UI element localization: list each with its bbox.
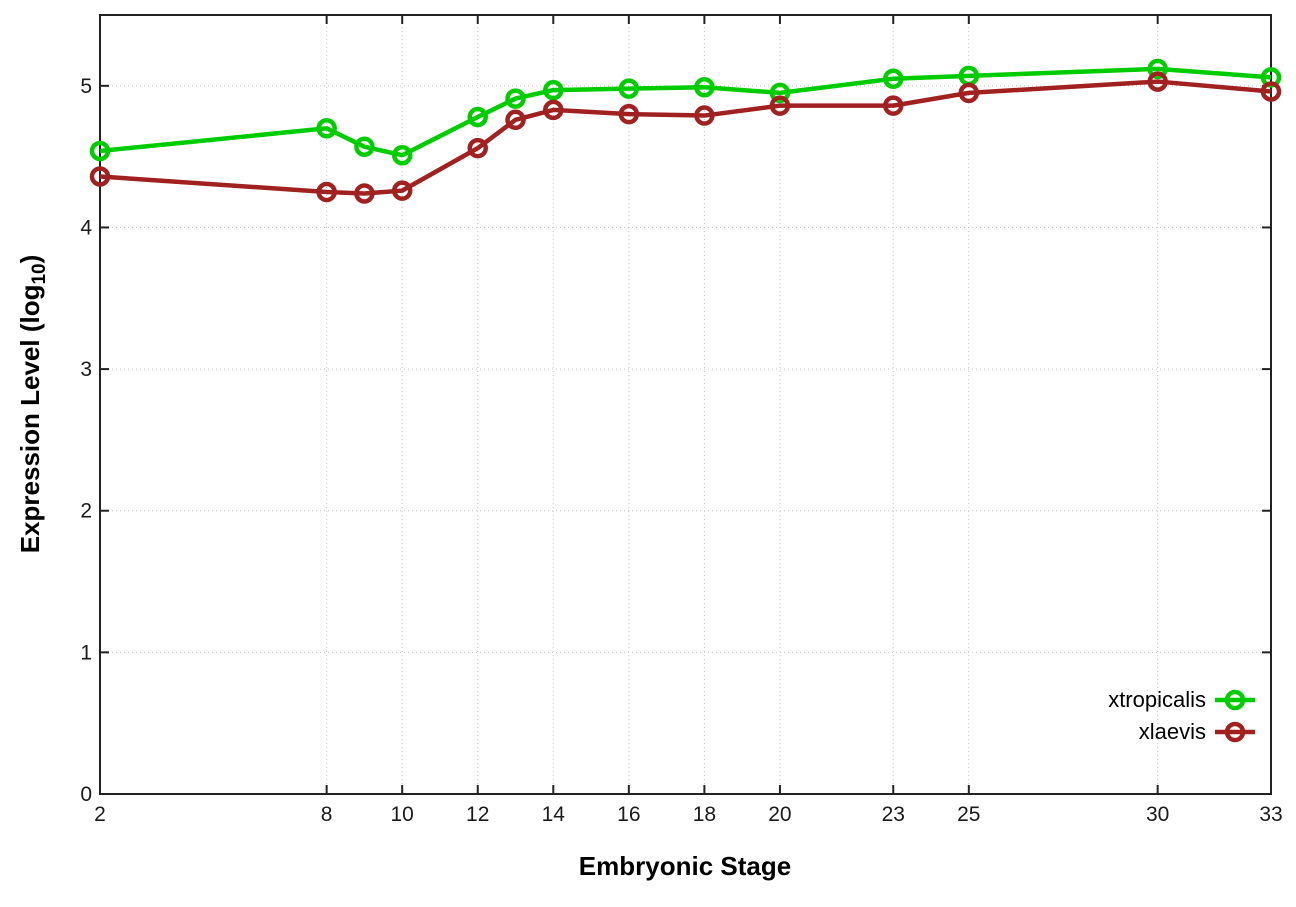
legend-label-xlaevis: xlaevis (1138, 719, 1206, 744)
series-xtropicalis-point (543, 79, 564, 101)
x-tick-label: 10 (391, 803, 414, 826)
series-xtropicalis-point (391, 144, 413, 166)
x-tick-label: 16 (617, 803, 640, 826)
legend-label-xtropicalis: xtropicalis (1108, 687, 1206, 712)
x-tick-label: 18 (693, 803, 716, 826)
legend-marker-xtropicalis (1215, 689, 1255, 711)
y-tick-label: 1 (80, 641, 92, 664)
y-tick-label: 2 (80, 500, 92, 523)
legend-circle-sample (1224, 689, 1246, 711)
series-xtropicalis-point (883, 68, 904, 89)
series-xlaevis-point (543, 99, 564, 121)
plot-border (99, 14, 1272, 795)
y-axis-label: Expression Level (log10) (15, 255, 51, 554)
y-axis-label-subscript: 10 (29, 263, 51, 285)
x-tick-label: 25 (957, 803, 980, 826)
series-xtropicalis-line (99, 66, 1272, 158)
series-xlaevis-point (391, 180, 413, 201)
x-tick-label: 20 (768, 803, 791, 826)
series-xlaevis-point (769, 95, 791, 116)
series-xlaevis-line (99, 79, 1272, 196)
series-xlaevis-point (1260, 81, 1282, 102)
series-xlaevis-point (883, 95, 904, 116)
legend-item-xtropicalis: xtropicalis (1108, 686, 1255, 714)
legend-marker-xlaevis (1215, 721, 1255, 743)
y-tick-label: 5 (80, 75, 92, 98)
series-xlaevis-point (1147, 71, 1168, 92)
series-xlaevis-point (354, 183, 375, 204)
series-xtropicalis-point (1147, 58, 1168, 80)
series-xtropicalis-point (354, 136, 375, 157)
series-xlaevis-point (618, 103, 640, 125)
legend-item-xlaevis: xlaevis (1108, 718, 1255, 746)
series-xtropicalis-point (467, 106, 488, 128)
series-xlaevis-point (505, 109, 526, 131)
x-tick-label: 33 (1259, 803, 1282, 826)
series-xlaevis-point (89, 166, 111, 187)
x-axis-label: Embryonic Stage (578, 851, 792, 881)
y-tick-label: 0 (80, 783, 92, 806)
y-tick-label: 4 (80, 216, 92, 239)
y-axis-label-close: ) (14, 254, 45, 264)
y-tick-label: 3 (80, 358, 92, 381)
series-xtropicalis-point (316, 118, 337, 139)
x-tick-label: 2 (94, 803, 106, 826)
x-tick-label: 30 (1146, 803, 1169, 826)
y-axis-label-text: Expression Level (log (14, 284, 45, 554)
series-xtropicalis-point (618, 78, 640, 99)
series-xlaevis-point (316, 181, 337, 203)
x-tick-label: 23 (882, 803, 905, 826)
series-xlaevis-point (467, 137, 488, 159)
x-tick-label: 8 (321, 803, 333, 826)
series-xtropicalis-point (769, 82, 791, 104)
series-xtropicalis-point (694, 76, 715, 98)
series-xlaevis-point (958, 82, 980, 104)
x-tick-label: 14 (542, 803, 566, 826)
legend: xtropicalis xlaevis (1108, 686, 1255, 746)
legend-circle-sample (1224, 721, 1246, 743)
series-xtropicalis-point (89, 140, 111, 162)
series-xlaevis-point (694, 105, 715, 126)
x-tick-label: 12 (466, 803, 489, 826)
series-xtropicalis-point (505, 88, 526, 109)
